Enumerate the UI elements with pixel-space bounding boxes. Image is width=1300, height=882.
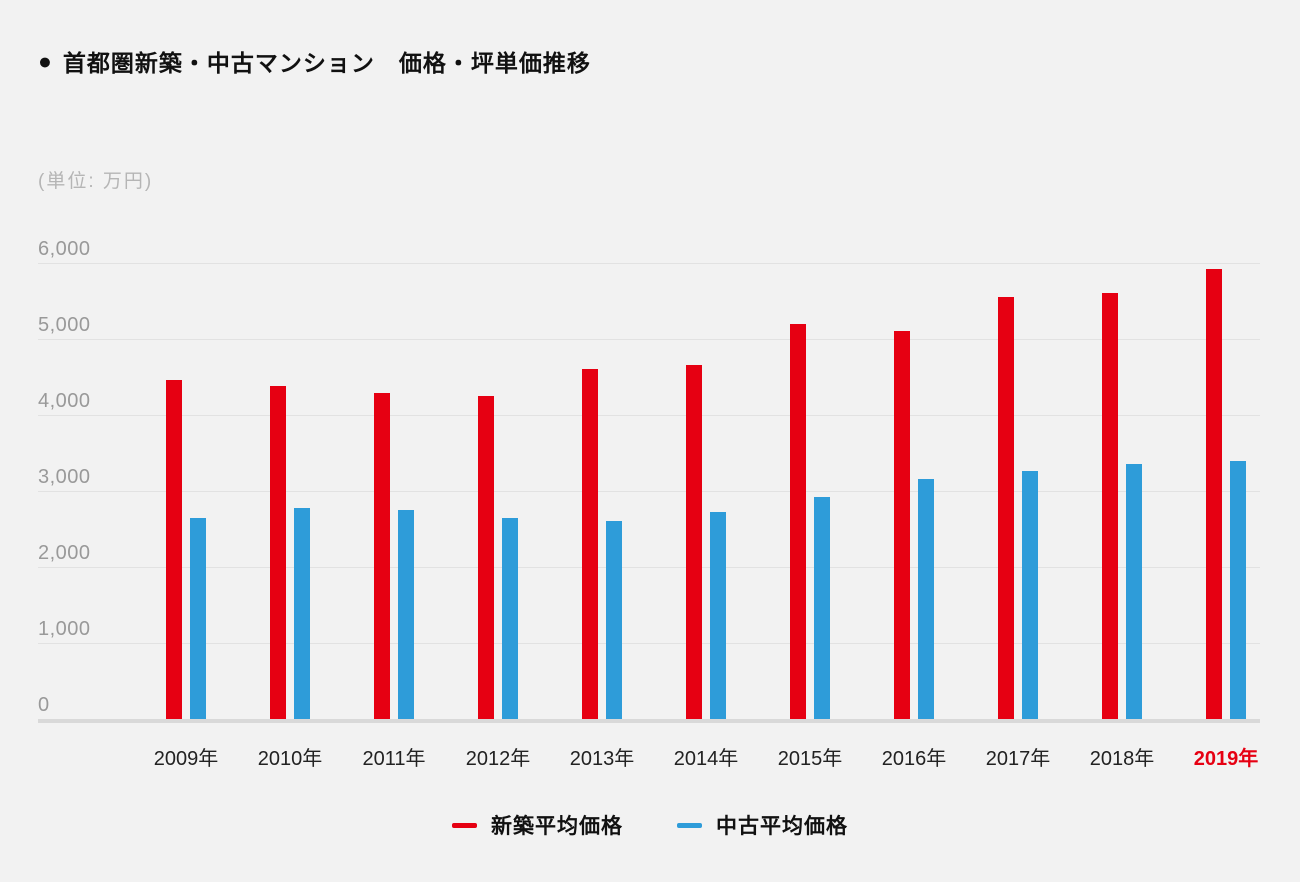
y-axis-tick-1,000: 1,000: [38, 618, 91, 640]
legend-label-used: 中古平均価格: [716, 815, 848, 838]
bar-new-2012年: [478, 396, 494, 719]
legend-swatch-new-icon: [452, 822, 477, 828]
bar-new-2013年: [582, 369, 598, 719]
legend-item-new: 新築平均価格: [452, 810, 623, 840]
bar-used-2010年: [294, 508, 310, 719]
gridline-1000: [38, 643, 1260, 644]
x-axis-label-2015年: 2015年: [777, 748, 843, 770]
bar-new-2009年: [166, 380, 182, 719]
bar-new-2011年: [374, 392, 390, 719]
bar-used-2011年: [398, 510, 414, 719]
gridline-5000: [38, 339, 1260, 340]
bar-new-2015年: [790, 323, 806, 719]
bar-new-2017年: [998, 297, 1014, 719]
legend-swatch-used-icon: [677, 822, 702, 828]
x-axis-label-2016年: 2016年: [881, 748, 947, 770]
x-axis-label-2012年: 2012年: [465, 748, 531, 770]
page-title: ● 首都圏新築・中古マンション 価格・坪単価推移: [38, 44, 591, 78]
x-axis-label-2010年: 2010年: [257, 748, 323, 770]
bar-new-2014年: [686, 364, 702, 719]
gridline-2000: [38, 567, 1260, 568]
bar-new-2010年: [270, 386, 286, 719]
x-axis-label-2017年: 2017年: [985, 748, 1051, 770]
bar-used-2009年: [190, 517, 206, 719]
bar-used-2014年: [710, 511, 726, 719]
x-axis-label-2011年: 2011年: [362, 748, 426, 770]
gridline-3000: [38, 491, 1260, 492]
x-axis-label-2019年: 2019年: [1193, 748, 1259, 770]
bar-used-2013年: [606, 521, 622, 719]
gridline-6000: [38, 263, 1260, 264]
bar-used-2018年: [1126, 464, 1142, 719]
title-bullet-icon: ●: [38, 47, 53, 74]
y-axis-tick-6,000: 6,000: [38, 238, 91, 260]
unit-label: (単位: 万円): [38, 171, 154, 192]
x-axis-baseline: [38, 719, 1260, 723]
y-axis-tick-3,000: 3,000: [38, 466, 91, 488]
y-axis-tick-5,000: 5,000: [38, 314, 91, 336]
legend-label-new: 新築平均価格: [491, 815, 623, 838]
chart-legend: 新築平均価格 中古平均価格: [0, 810, 1300, 840]
y-axis-tick-2,000: 2,000: [38, 542, 91, 564]
bar-used-2012年: [502, 518, 518, 719]
bar-new-2018年: [1102, 293, 1118, 719]
bar-used-2019年: [1230, 460, 1246, 719]
bar-new-2016年: [894, 331, 910, 719]
bar-new-2019年: [1206, 269, 1222, 719]
bar-used-2017年: [1022, 471, 1038, 719]
page-title-text: 首都圏新築・中古マンション 価格・坪単価推移: [62, 50, 591, 76]
y-axis-tick-4,000: 4,000: [38, 390, 91, 412]
legend-item-used: 中古平均価格: [677, 810, 848, 840]
x-axis-label-2009年: 2009年: [153, 748, 219, 770]
bar-used-2015年: [814, 497, 830, 719]
x-axis-label-2018年: 2018年: [1089, 748, 1155, 770]
bar-used-2016年: [918, 478, 934, 719]
x-axis-label-2013年: 2013年: [569, 748, 635, 770]
x-axis-label-2014年: 2014年: [673, 748, 739, 770]
gridline-4000: [38, 415, 1260, 416]
y-axis-tick-0: 0: [38, 694, 50, 716]
